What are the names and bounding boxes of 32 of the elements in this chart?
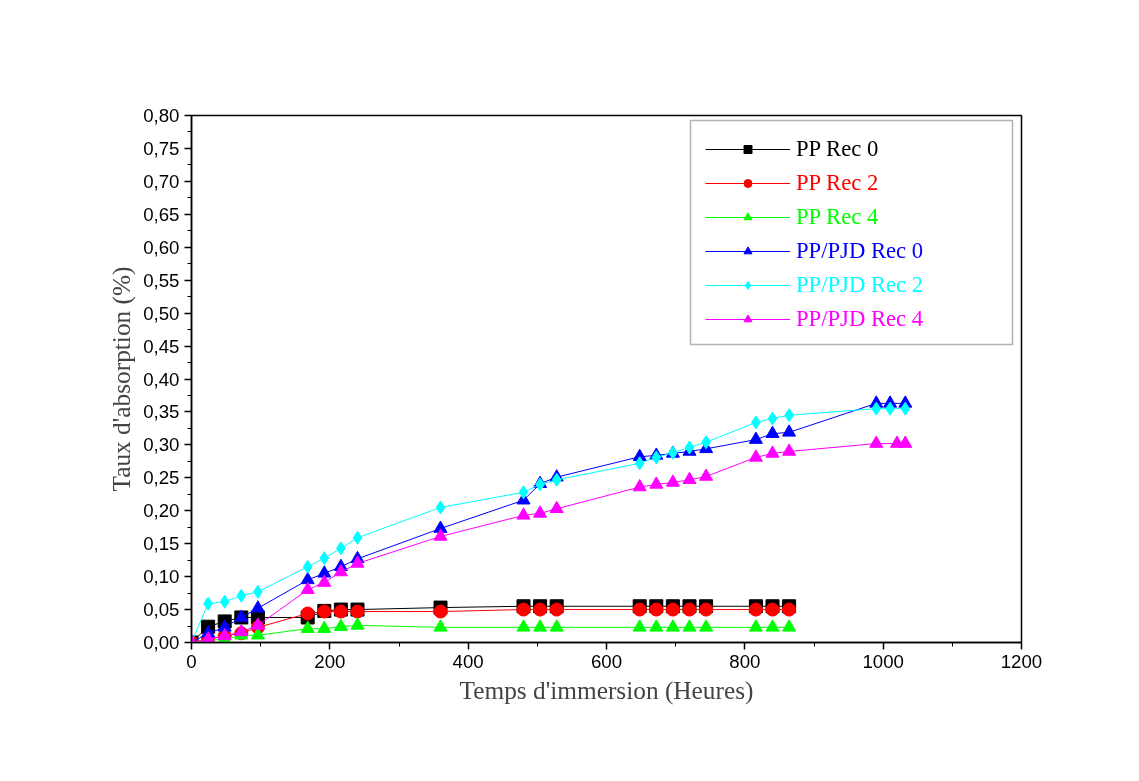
y-tick-label: 0,25 — [143, 467, 180, 489]
y-tick-label: 0,15 — [143, 533, 180, 555]
y-tick-label: 0,45 — [143, 335, 180, 357]
y-tick-label: 0,50 — [143, 302, 180, 324]
y-tick-label: 0,65 — [143, 203, 180, 225]
y-axis-title: Taux d'absorption (%) — [107, 266, 137, 492]
x-tick-label: 1000 — [862, 650, 904, 672]
legend-label: PP/PJD Rec 2 — [796, 272, 924, 298]
x-tick-label: 600 — [590, 650, 623, 672]
x-axis-title: Temps d'immersion (Heures) — [459, 675, 754, 705]
x-tick-label: 200 — [314, 650, 346, 672]
x-tick-label: 800 — [729, 650, 761, 672]
x-tick-label: 1200 — [1000, 650, 1043, 672]
y-tick-label: 0,20 — [143, 500, 180, 522]
y-tick-label: 0,35 — [143, 401, 180, 423]
y-tick-label: 0,00 — [143, 632, 180, 653]
y-tick-label: 0,70 — [143, 170, 180, 192]
x-tick-label: 0 — [186, 650, 197, 672]
legend-label: PP Rec 0 — [796, 136, 879, 162]
legend-label: PP/PJD Rec 0 — [796, 238, 924, 264]
y-tick-label: 0,30 — [143, 434, 180, 456]
legend-label: PP Rec 2 — [796, 170, 879, 196]
y-tick-label: 0,80 — [143, 105, 180, 126]
y-tick-label: 0,55 — [143, 269, 180, 291]
legend-label: PP/PJD Rec 4 — [796, 306, 924, 332]
y-tick-label: 0,10 — [143, 566, 180, 588]
y-tick-label: 0,05 — [143, 599, 180, 621]
y-tick-label: 0,75 — [143, 137, 180, 159]
y-tick-label: 0,60 — [143, 236, 180, 258]
x-tick-label: 400 — [452, 650, 484, 672]
legend-label: PP Rec 4 — [796, 204, 879, 230]
y-tick-label: 0,40 — [143, 368, 180, 390]
